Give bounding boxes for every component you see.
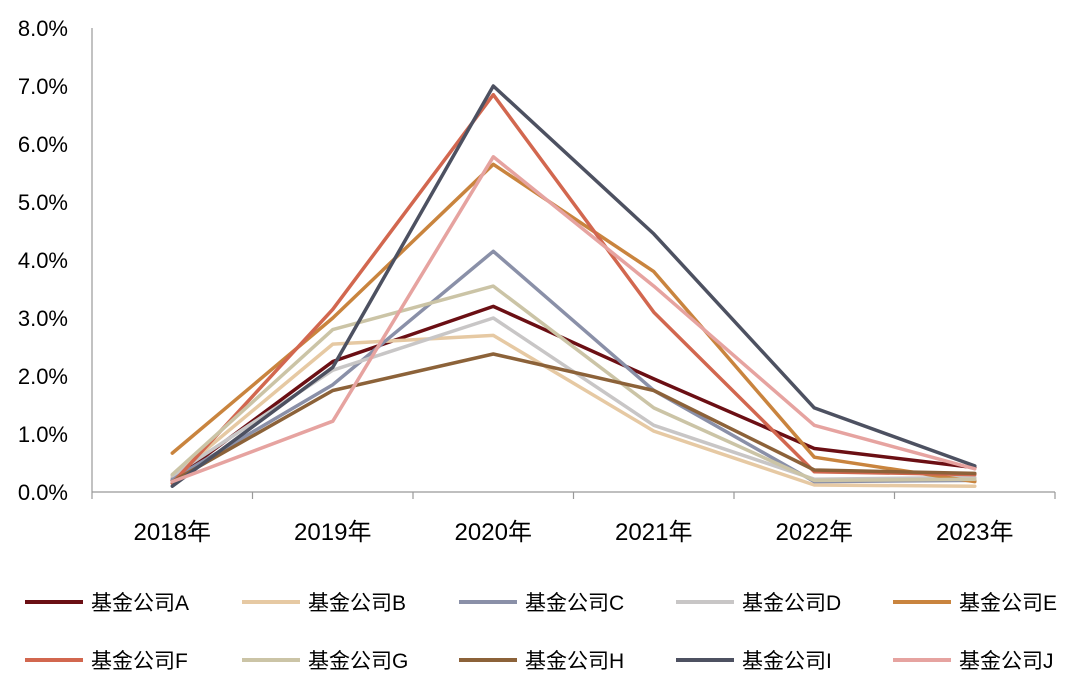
y-tick-label: 5.0%	[18, 190, 68, 215]
legend-label: 基金公司D	[742, 592, 841, 615]
y-tick-label: 3.0%	[18, 306, 68, 331]
legend-item: 基金公司I	[676, 650, 832, 673]
y-tick-label: 2.0%	[18, 364, 68, 389]
legend-label: 基金公司I	[742, 650, 832, 673]
x-tick-label: 2019年	[294, 519, 371, 546]
series-line-8	[170, 352, 977, 484]
legend-label: 基金公司A	[91, 592, 189, 615]
legend-item: 基金公司C	[459, 592, 624, 615]
x-tick-label: 2022年	[776, 519, 853, 546]
x-tick-label: 2020年	[455, 519, 532, 546]
x-tick-label: 2018年	[134, 519, 211, 546]
legend-item: 基金公司H	[459, 650, 624, 673]
legend-item: 基金公司J	[893, 650, 1054, 673]
y-tick-label: 4.0%	[18, 248, 68, 273]
y-tick-label: 0.0%	[18, 480, 68, 505]
y-tick-label: 6.0%	[18, 132, 68, 157]
x-tick-label: 2023年	[936, 519, 1013, 546]
legend-item: 基金公司G	[242, 650, 408, 673]
legend-label: 基金公司B	[308, 592, 406, 615]
series-line-1	[170, 304, 977, 483]
legend-item: 基金公司A	[25, 592, 189, 615]
series-line-6	[170, 92, 977, 486]
legend-label: 基金公司J	[959, 650, 1054, 673]
legend-label: 基金公司F	[91, 650, 188, 673]
x-tick-label: 2021年	[615, 519, 692, 546]
legend: 基金公司A 基金公司B 基金公司C 基金公司D 基金公司E 基金公司F 基金公司G 基金公司H…	[25, 592, 1057, 673]
series-line-10	[170, 155, 977, 484]
legend-label: 基金公司H	[525, 650, 624, 673]
legend-label: 基金公司G	[308, 650, 408, 673]
series-line-2	[170, 333, 977, 488]
legend-item: 基金公司F	[25, 650, 188, 673]
legend-item: 基金公司B	[242, 592, 406, 615]
legend-label: 基金公司E	[959, 592, 1057, 615]
legend-label: 基金公司C	[525, 592, 624, 615]
series-line-7	[170, 284, 977, 483]
y-tick-label: 1.0%	[18, 422, 68, 447]
legend-item: 基金公司D	[676, 592, 841, 615]
legend-item: 基金公司E	[893, 592, 1057, 615]
y-tick-label: 8.0%	[18, 16, 68, 41]
series-lines	[170, 84, 977, 488]
series-line-9	[170, 84, 977, 488]
y-tick-label: 7.0%	[18, 74, 68, 99]
axes: 0.0% 1.0% 2.0% 3.0% 4.0% 5.0% 6.0% 7.0% 8.0% 2018…	[18, 16, 1056, 546]
